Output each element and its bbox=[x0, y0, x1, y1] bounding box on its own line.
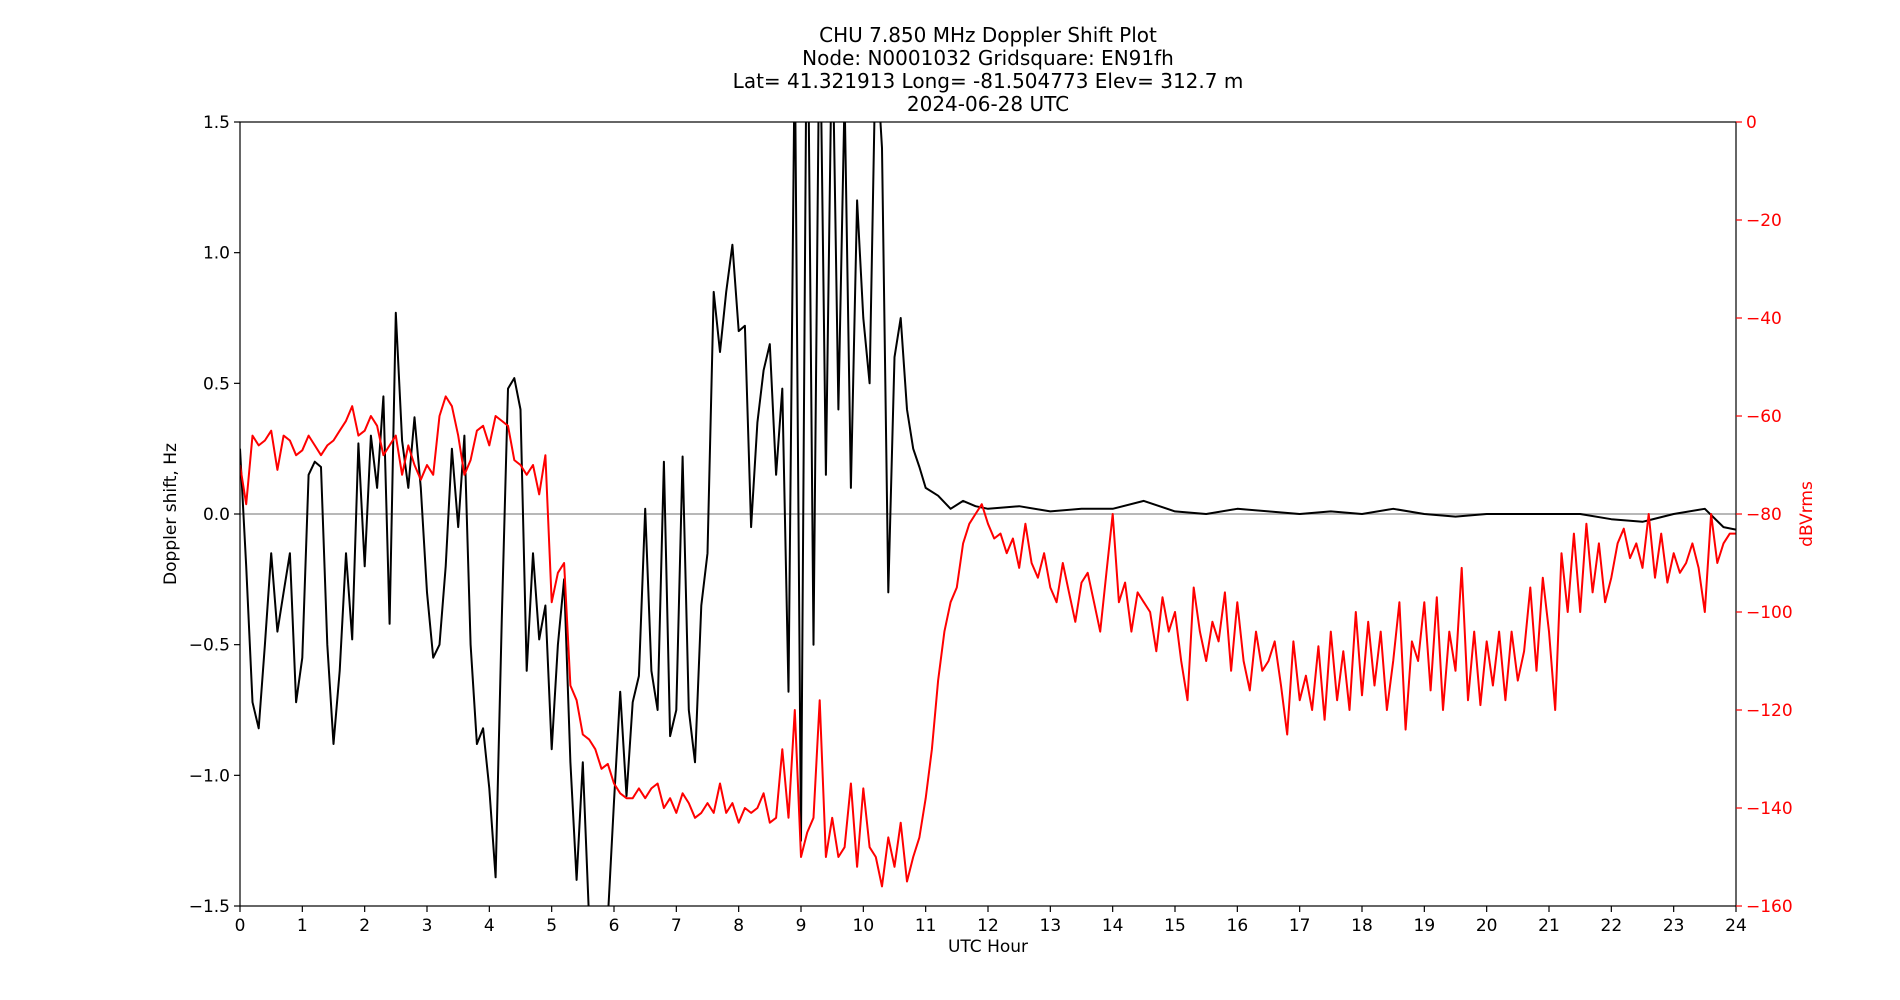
y-axis-left: 1.5 1.0 0.5 0.0 −0.5 −1.0 −1.5 bbox=[189, 113, 240, 917]
y-tick-label: 0.0 bbox=[203, 505, 230, 525]
x-tick-label: 1 bbox=[297, 916, 308, 936]
title-line-3: Lat= 41.321913 Long= -81.504773 Elev= 31… bbox=[733, 69, 1244, 93]
y2-tick-label: 0 bbox=[1746, 113, 1757, 133]
y-axis-label: Doppler shift, Hz bbox=[161, 443, 181, 585]
x-tick-label: 2 bbox=[359, 916, 370, 936]
x-tick-label: 18 bbox=[1351, 916, 1373, 936]
y-tick-label: 0.5 bbox=[203, 374, 230, 394]
y-tick-label: 1.0 bbox=[203, 244, 230, 264]
chart-title: CHU 7.850 MHz Doppler Shift Plot Node: N… bbox=[733, 23, 1244, 116]
y2-tick-label: −20 bbox=[1746, 211, 1782, 231]
x-axis: 0 1 2 3 4 5 6 7 8 9 10 11 12 13 14 15 16 17 18 19 20 21 22 23 24 bbox=[235, 906, 1747, 936]
x-tick-label: 22 bbox=[1601, 916, 1623, 936]
y-tick-label: 1.5 bbox=[203, 113, 230, 133]
x-tick-label: 21 bbox=[1538, 916, 1560, 936]
x-axis-label: UTC Hour bbox=[948, 937, 1028, 957]
x-tick-label: 9 bbox=[796, 916, 807, 936]
x-tick-label: 20 bbox=[1476, 916, 1498, 936]
x-tick-label: 15 bbox=[1164, 916, 1186, 936]
title-line-2: Node: N0001032 Gridsquare: EN91fh bbox=[802, 46, 1174, 70]
x-tick-label: 14 bbox=[1102, 916, 1124, 936]
x-tick-label: 17 bbox=[1289, 916, 1311, 936]
x-tick-label: 16 bbox=[1227, 916, 1249, 936]
y2-tick-label: −60 bbox=[1746, 407, 1782, 427]
x-tick-label: 24 bbox=[1725, 916, 1747, 936]
y-axis-right: 0 −20 −40 −60 −80 −100 −120 −140 −160 bbox=[1736, 113, 1793, 917]
y-tick-label: −0.5 bbox=[189, 636, 230, 656]
title-line-1: CHU 7.850 MHz Doppler Shift Plot bbox=[819, 23, 1157, 47]
y2-tick-label: −80 bbox=[1746, 505, 1782, 525]
x-tick-label: 13 bbox=[1040, 916, 1062, 936]
x-tick-label: 19 bbox=[1414, 916, 1436, 936]
x-tick-label: 7 bbox=[671, 916, 682, 936]
signal-level-line bbox=[240, 395, 1736, 888]
x-tick-label: 11 bbox=[915, 916, 937, 936]
y2-tick-label: −140 bbox=[1746, 799, 1793, 819]
x-tick-label: 5 bbox=[546, 916, 557, 936]
doppler-shift-line bbox=[240, 122, 1736, 906]
x-tick-label: 0 bbox=[235, 916, 246, 936]
x-tick-label: 6 bbox=[609, 916, 620, 936]
x-tick-label: 10 bbox=[853, 916, 875, 936]
x-tick-label: 23 bbox=[1663, 916, 1685, 936]
x-tick-label: 12 bbox=[977, 916, 999, 936]
y2-tick-label: −40 bbox=[1746, 309, 1782, 329]
y2-tick-label: −100 bbox=[1746, 603, 1793, 623]
y2-tick-label: −120 bbox=[1746, 701, 1793, 721]
title-line-4: 2024-06-28 UTC bbox=[907, 92, 1069, 116]
y2-tick-label: −160 bbox=[1746, 897, 1793, 917]
x-tick-label: 4 bbox=[484, 916, 495, 936]
series-layer bbox=[240, 122, 1736, 906]
y2-axis-label: dBVrms bbox=[1797, 481, 1817, 547]
x-tick-label: 8 bbox=[733, 916, 744, 936]
x-tick-label: 3 bbox=[422, 916, 433, 936]
y-tick-label: −1.0 bbox=[189, 766, 230, 786]
y-tick-label: −1.5 bbox=[189, 897, 230, 917]
